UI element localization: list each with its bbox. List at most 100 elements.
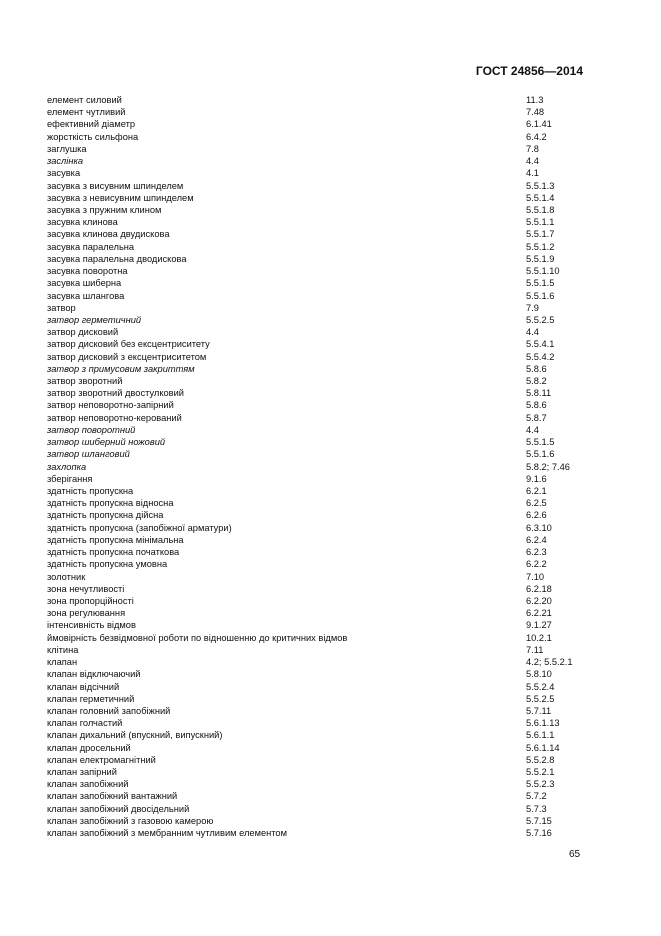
index-term: затвор зворотний двостулковий bbox=[47, 388, 184, 399]
index-entry: засувка 4.1 bbox=[47, 167, 597, 179]
index-reference: 4.4 bbox=[526, 156, 539, 167]
index-entry: клапан запобіжний з газовою камерою 5.7.1… bbox=[47, 815, 597, 827]
index-entry: затвор дисковий з ексцентриситетом 5.5.4.… bbox=[47, 351, 597, 363]
index-entry: зона регулювання 6.2.21 bbox=[47, 607, 597, 619]
index-reference: 5.7.16 bbox=[526, 828, 552, 839]
index-term: здатність пропускна дійсна bbox=[47, 510, 164, 521]
index-entry: клапан запобіжний вантажний 5.7.2 bbox=[47, 790, 597, 802]
index-term: затвор з примусовим закриттям bbox=[47, 363, 195, 374]
index-entry: здатність пропускна умовна 6.2.2 bbox=[47, 558, 597, 570]
index-reference: 5.5.1.8 bbox=[526, 204, 555, 215]
index-term: засувка поворотна bbox=[47, 266, 128, 277]
index-term: клапан відключаючий bbox=[47, 669, 141, 680]
index-reference: 7.9 bbox=[526, 302, 539, 313]
index-term: затвор герметичний bbox=[47, 314, 142, 325]
index-entry: засувка клинова 5.5.1.1 bbox=[47, 216, 597, 228]
index-entry: затвор неповоротно-керований 5.8.7 bbox=[47, 412, 597, 424]
index-entry: клапан герметичний 5.5.2.5 bbox=[47, 693, 597, 705]
index-term: засувка bbox=[47, 168, 81, 179]
index-reference: 7.8 bbox=[526, 143, 539, 154]
index-term: елемент чутливий bbox=[47, 107, 126, 118]
index-entry: затвор 7.9 bbox=[47, 302, 597, 314]
index-term: клапан герметичний bbox=[47, 693, 135, 704]
index-entry: зона нечутливості 6.2.18 bbox=[47, 583, 597, 595]
index-entry: засувка паралельна 5.5.1.2 bbox=[47, 241, 597, 253]
index-term: здатність пропускна відносна bbox=[47, 498, 174, 509]
index-entry: засувка поворотна 5.5.1.10 bbox=[47, 265, 597, 277]
index-term: затвор дисковий з ексцентриситетом bbox=[47, 351, 207, 362]
index-entry: заглушка 7.8 bbox=[47, 143, 597, 155]
index-entry: здатність пропускна (запобіжної арматури… bbox=[47, 522, 597, 534]
index-entry: затвор шиберний ножовий 5.5.1.5 bbox=[47, 436, 597, 448]
index-reference: 5.6.1.13 bbox=[526, 718, 560, 729]
index-term: золотник bbox=[47, 571, 86, 582]
index-term: здатність пропускна bbox=[47, 486, 134, 496]
index-term: клапан електромагнітний bbox=[47, 754, 156, 765]
index-term: засувка клинова bbox=[47, 217, 118, 228]
page-number: 65 bbox=[569, 849, 581, 860]
index-reference: 5.5.2.8 bbox=[526, 754, 555, 765]
index-term: клапан головний запобіжний bbox=[47, 705, 171, 716]
index-entry: здатність пропускна дійсна 6.2.6 bbox=[47, 509, 597, 521]
index-reference: 9.1.27 bbox=[526, 620, 552, 631]
index-reference: 5.6.1.14 bbox=[526, 742, 560, 753]
index-reference: 5.5.1.6 bbox=[526, 290, 555, 301]
index-reference: 5.7.3 bbox=[526, 803, 547, 814]
index-reference: 5.5.1.5 bbox=[526, 278, 555, 289]
index-entry: клапан голчастий 5.6.1.13 bbox=[47, 717, 597, 729]
index-entry: зберігання 9.1.6 bbox=[47, 473, 597, 485]
index-reference: 6.2.18 bbox=[526, 583, 552, 594]
document-header: ГОСТ 24856—2014 bbox=[475, 64, 583, 78]
index-term: ймовірність безвідмовної роботи по відно… bbox=[47, 632, 348, 643]
index-term: клапан голчастий bbox=[47, 718, 123, 729]
index-reference: 6.2.21 bbox=[526, 608, 552, 619]
index-reference: 5.8.7 bbox=[526, 412, 547, 423]
index-reference: 5.5.1.2 bbox=[526, 241, 555, 252]
index-term: затвор дисковий без ексцентриситету bbox=[47, 339, 210, 350]
index-term: затвор неповоротно-керований bbox=[47, 412, 182, 423]
index-reference: 5.7.2 bbox=[526, 791, 547, 802]
index-term: засувка з пружним клином bbox=[47, 204, 162, 215]
index-reference: 5.5.1.5 bbox=[526, 437, 555, 448]
index-reference: 5.5.2.5 bbox=[526, 693, 555, 704]
index-term: затвор дисковий bbox=[47, 327, 119, 338]
index-term: клапан запобіжний вантажний bbox=[47, 791, 178, 802]
index-term: затвор зворотний bbox=[47, 376, 123, 387]
index-entry: клапан електромагнітний 5.5.2.8 bbox=[47, 754, 597, 766]
index-entry: затвор герметичний 5.5.2.5 bbox=[47, 314, 597, 326]
index-term: зона пропорційності bbox=[47, 595, 134, 606]
index-entry: затвор поворотний 4.4 bbox=[47, 424, 597, 436]
index-entry: клітина 7.11 bbox=[47, 644, 597, 656]
index-reference: 5.8.11 bbox=[526, 388, 552, 399]
index-term: затвор неповоротно-запірний bbox=[47, 400, 174, 411]
index-term: інтенсивність відмов bbox=[47, 620, 136, 631]
index-reference: 11.3 bbox=[526, 95, 544, 105]
index-entry: здатність пропускна початкова 6.2.3 bbox=[47, 546, 597, 558]
index-reference: 7.10 bbox=[526, 571, 545, 582]
index-reference: 5.8.6 bbox=[526, 363, 547, 374]
index-reference: 6.2.20 bbox=[526, 595, 552, 606]
index-entry: клапан відключаючий 5.8.10 bbox=[47, 668, 597, 680]
index-list: елемент силовий 11.3 елемент чутливий 7.48 е… bbox=[47, 94, 597, 839]
index-term: захлопка bbox=[47, 461, 87, 472]
index-reference: 6.3.10 bbox=[526, 522, 552, 533]
index-entry: засувка паралельна дводискова 5.5.1.9 bbox=[47, 253, 597, 265]
index-term: заглушка bbox=[47, 143, 87, 154]
index-term: здатність пропускна (запобіжної арматури… bbox=[47, 522, 232, 533]
index-reference: 7.11 bbox=[526, 644, 544, 655]
index-term: здатність пропускна мінімальна bbox=[47, 534, 184, 545]
index-term: затвор bbox=[47, 302, 76, 313]
index-reference: 9.1.6 bbox=[526, 473, 547, 484]
index-reference: 5.5.1.10 bbox=[526, 266, 560, 277]
index-reference: 5.5.1.4 bbox=[526, 192, 555, 203]
index-term: затвор поворотний bbox=[47, 424, 136, 435]
index-reference: 5.5.2.5 bbox=[526, 314, 555, 325]
index-reference: 5.5.2.3 bbox=[526, 779, 555, 790]
index-reference: 5.5.2.4 bbox=[526, 681, 555, 692]
index-term: клапан запобіжний bbox=[47, 779, 129, 790]
index-reference: 5.5.4.2 bbox=[526, 351, 555, 362]
index-term: жорсткість сильфона bbox=[47, 131, 139, 142]
index-reference: 6.2.3 bbox=[526, 547, 547, 558]
index-reference: 6.2.2 bbox=[526, 559, 547, 570]
index-reference: 5.7.15 bbox=[526, 815, 552, 826]
